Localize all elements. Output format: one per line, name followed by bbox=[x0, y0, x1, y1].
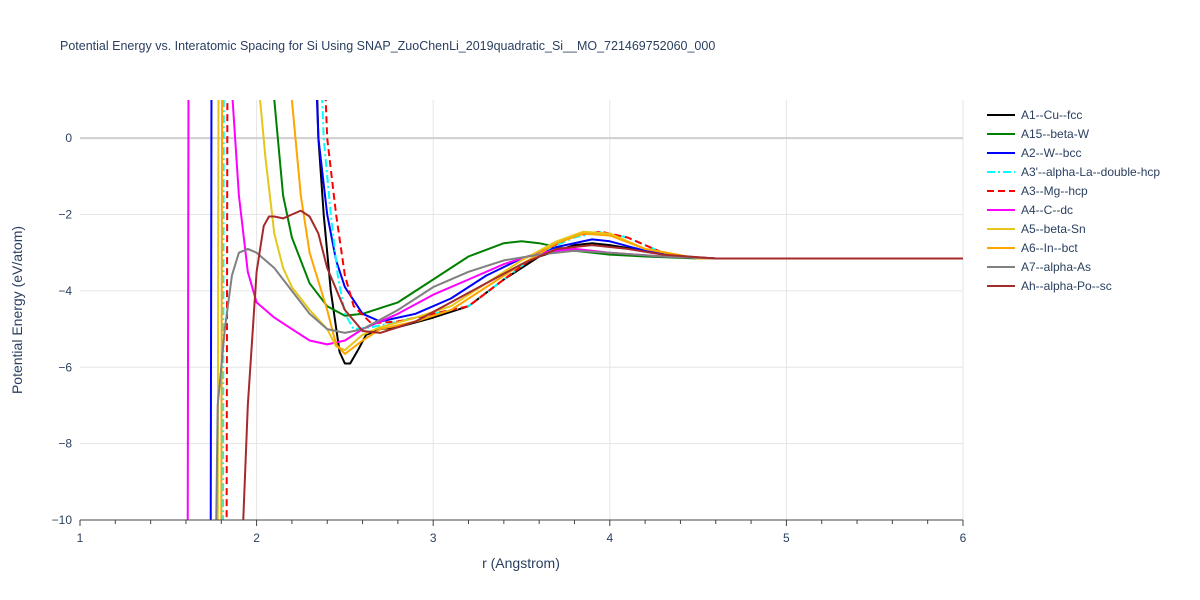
legend-item[interactable]: A3'--alpha-La--double-hcp bbox=[987, 165, 1160, 179]
series-line bbox=[242, 209, 963, 520]
axis-ticks: 1 2 3 4 5 6 0 −2 −4 −6 −8 −10 bbox=[52, 131, 967, 545]
legend[interactable]: A1--Cu--fcc A15--beta-W A2--W--bcc A3'--alp… bbox=[987, 108, 1160, 293]
legend-label: A1--Cu--fcc bbox=[1021, 108, 1082, 122]
x-tick-label: 5 bbox=[783, 531, 790, 545]
y-axis-title: Potential Energy (eV/atom) bbox=[9, 226, 25, 394]
legend-item[interactable]: A7--alpha-As bbox=[987, 260, 1091, 274]
legend-label: Ah--alpha-Po--sc bbox=[1021, 279, 1112, 293]
legend-item[interactable]: A2--W--bcc bbox=[987, 146, 1081, 160]
legend-label: A2--W--bcc bbox=[1021, 146, 1081, 160]
series-line bbox=[186, 100, 963, 520]
x-axis-title: r (Angstrom) bbox=[482, 555, 560, 571]
legend-item[interactable]: A6--In--bct bbox=[987, 241, 1078, 255]
series-line bbox=[209, 100, 963, 520]
legend-item[interactable]: Ah--alpha-Po--sc bbox=[987, 279, 1112, 293]
series-line bbox=[216, 100, 963, 520]
y-tick-label: 0 bbox=[65, 131, 72, 145]
y-tick-label: −8 bbox=[58, 437, 72, 451]
series-line bbox=[215, 247, 963, 520]
legend-item[interactable]: A5--beta-Sn bbox=[987, 222, 1086, 236]
legend-label: A6--In--bct bbox=[1021, 241, 1078, 255]
legend-label: A3--Mg--hcp bbox=[1021, 184, 1088, 198]
x-tick-label: 3 bbox=[430, 531, 437, 545]
series-line bbox=[225, 100, 963, 520]
series-lines bbox=[186, 100, 963, 520]
legend-label: A3'--alpha-La--double-hcp bbox=[1021, 165, 1160, 179]
x-tick-label: 4 bbox=[606, 531, 613, 545]
y-tick-label: −10 bbox=[52, 513, 73, 527]
y-tick-label: −2 bbox=[58, 208, 72, 222]
legend-item[interactable]: A1--Cu--fcc bbox=[987, 108, 1082, 122]
legend-label: A15--beta-W bbox=[1021, 127, 1090, 141]
legend-item[interactable]: A3--Mg--hcp bbox=[987, 184, 1088, 198]
x-tick-label: 2 bbox=[253, 531, 260, 545]
legend-item[interactable]: A15--beta-W bbox=[987, 127, 1090, 141]
series-line bbox=[273, 100, 963, 317]
chart-title: Potential Energy vs. Interatomic Spacing… bbox=[60, 39, 715, 53]
legend-label: A7--alpha-As bbox=[1021, 260, 1091, 274]
y-tick-label: −4 bbox=[58, 284, 72, 298]
legend-label: A5--beta-Sn bbox=[1021, 222, 1086, 236]
legend-label: A4--C--dc bbox=[1021, 203, 1073, 217]
x-tick-label: 6 bbox=[960, 531, 967, 545]
series-line bbox=[220, 100, 963, 520]
x-tick-label: 1 bbox=[77, 531, 84, 545]
y-tick-label: −6 bbox=[58, 360, 72, 374]
legend-item[interactable]: A4--C--dc bbox=[987, 203, 1073, 217]
